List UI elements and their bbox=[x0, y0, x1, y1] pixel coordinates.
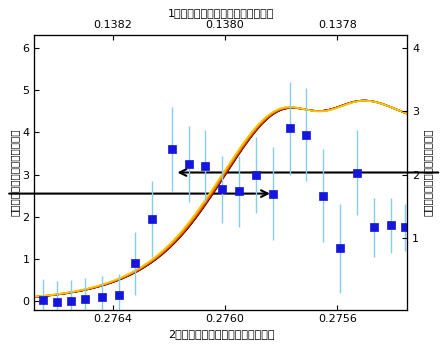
X-axis label: 2光子吸収の波長（ナノメートル）: 2光子吸収の波長（ナノメートル） bbox=[168, 329, 274, 339]
Y-axis label: １光子吸収断面積（任意単位）: １光子吸収断面積（任意単位） bbox=[422, 129, 432, 216]
Y-axis label: ２光子吸収断面積（任意単位）: ２光子吸収断面積（任意単位） bbox=[10, 129, 20, 216]
X-axis label: 1光子吸収の波長（ナノメートル）: 1光子吸収の波長（ナノメートル） bbox=[168, 8, 274, 18]
